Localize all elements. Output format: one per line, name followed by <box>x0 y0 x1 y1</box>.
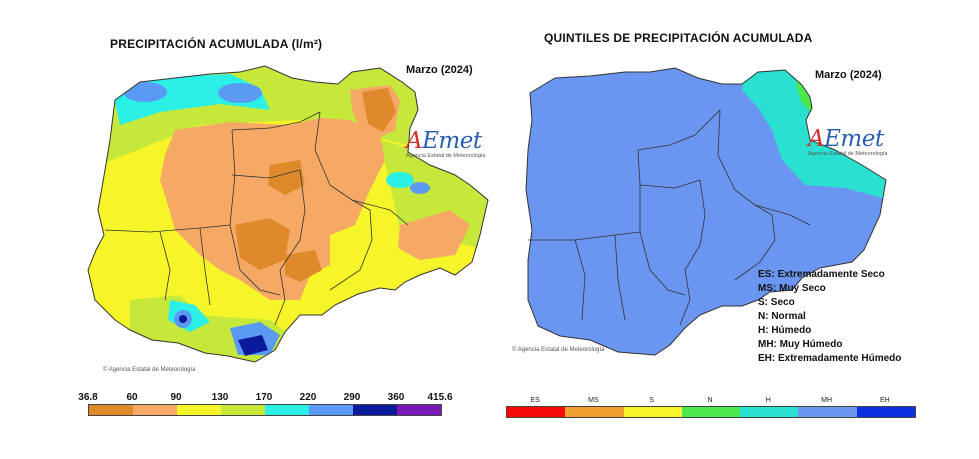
key-row-mh: MH: Muy Húmedo <box>758 339 843 350</box>
quintiles-map <box>525 67 887 356</box>
right-copyright: © Agencia Estatal de Meteorología <box>512 347 605 353</box>
legend-swatch <box>681 407 741 417</box>
key-row-n: N: Normal <box>758 311 806 322</box>
region-outline <box>525 67 887 356</box>
legend-category-label: MH <box>821 397 833 404</box>
legend-swatch <box>740 407 799 417</box>
legend-break-label: 60 <box>126 392 138 403</box>
legend-swatch <box>565 407 624 417</box>
quintiles-color-scale <box>506 406 916 418</box>
left-map-title: PRECIPITACIÓN ACUMULADA (l/m²) <box>110 37 323 51</box>
legend-break-label: 415.6 <box>427 392 453 403</box>
province-borders <box>528 109 811 326</box>
key-row-ms: MS: Muy Seco <box>758 283 826 294</box>
legend-swatch <box>89 405 133 415</box>
aemet-logo: AEmet Agencia Estatal de Meteorología <box>808 126 888 158</box>
left-copyright: © Agencia Estatal de Meteorología <box>103 367 196 373</box>
key-row-eh: EH: Extremadamente Húmedo <box>758 353 902 364</box>
precipitation-map <box>87 65 489 363</box>
legend-swatch <box>177 405 221 415</box>
key-row-s: S: Seco <box>758 297 795 308</box>
legend-category-label: S <box>649 397 655 404</box>
legend-break-label: 130 <box>211 392 229 403</box>
precipitation-color-scale <box>88 404 442 416</box>
legend-category-label: N <box>707 397 713 404</box>
right-month-label: Marzo (2024) <box>815 69 882 81</box>
quintiles-map-panel: QUINTILES DE PRECIPITACIÓN ACUMULADA Mar… <box>490 0 979 459</box>
legend-break-label: 36.8 <box>78 392 98 403</box>
legend-break-label: 290 <box>343 392 361 403</box>
legend-category-label: EH <box>879 397 890 404</box>
key-row-h: H: Húmedo <box>758 325 812 336</box>
precipitation-field <box>88 66 488 362</box>
legend-break-label: 360 <box>387 392 405 403</box>
region-outline <box>87 65 489 363</box>
legend-category-label: ES <box>530 397 540 404</box>
legend-swatch <box>507 407 566 417</box>
legend-break-label: 220 <box>299 392 317 403</box>
legend-swatch <box>133 405 177 415</box>
legend-swatch <box>798 407 857 417</box>
legend-swatch <box>221 405 265 415</box>
key-row-es: ES: Extremadamente Seco <box>758 269 885 280</box>
right-map-title: QUINTILES DE PRECIPITACIÓN ACUMULADA <box>544 31 813 45</box>
legend-break-label: 170 <box>255 392 273 403</box>
legend-swatch <box>265 405 309 415</box>
legend-break-label: 90 <box>170 392 182 403</box>
legend-swatch <box>353 405 397 415</box>
quintile-key: ES: Extremadamente Seco MS: Muy Seco S: … <box>758 268 901 366</box>
legend-swatch <box>309 405 353 415</box>
precipitation-map-panel: PRECIPITACIÓN ACUMULADA (l/m²) Marzo (20… <box>78 37 489 416</box>
legend-swatch <box>623 407 682 417</box>
aemet-logo: AEmet Agencia Estatal de Meteorología <box>406 128 486 160</box>
province-borders <box>104 111 409 326</box>
legend-category-label: H <box>765 397 771 404</box>
legend-swatch <box>397 405 441 415</box>
legend-swatch <box>856 407 915 417</box>
left-month-label: Marzo (2024) <box>406 64 473 76</box>
legend-category-label: MS <box>588 397 599 404</box>
